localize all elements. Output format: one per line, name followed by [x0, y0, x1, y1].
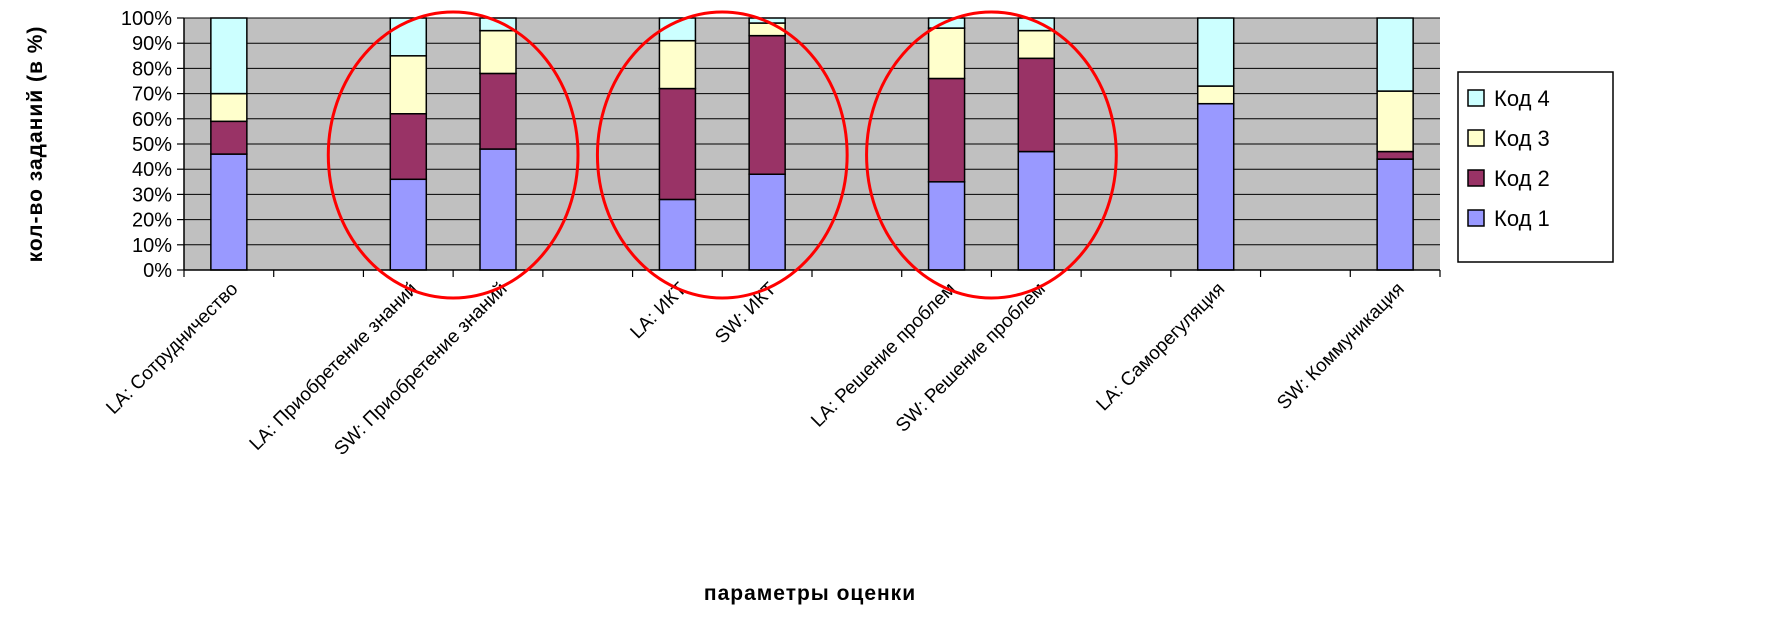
bar-segment	[748, 34, 786, 175]
bar-segment	[1196, 85, 1235, 105]
axes	[183, 18, 1441, 277]
x-tick-label: SW: Приобретение знаний	[330, 279, 511, 460]
y-tick-label: 90%	[132, 33, 172, 55]
x-tick-label: LA: Приобретение знаний	[246, 279, 422, 455]
y-tick-label: 100%	[121, 8, 172, 30]
x-tick-label: LA: ИКТ	[627, 278, 692, 343]
y-tick-label: 40%	[132, 159, 172, 181]
y-tick-label: 50%	[132, 134, 172, 156]
y-tick-labels: 0% 10% 20% 30% 40% 50% 60% 70% 80% 90% 100%	[121, 8, 172, 282]
x-tick-label: LA: Решение проблем	[807, 279, 960, 432]
x-tick-label: SW: ИКТ	[711, 278, 781, 348]
x-tick-label: LA: Саморегуляция	[1093, 279, 1230, 416]
bar-segment	[389, 178, 428, 271]
x-tick-label: SW: Коммуникация	[1273, 279, 1408, 414]
legend-label: Код 2	[1494, 166, 1550, 191]
x-tick-label: SW: Решение проблем	[892, 279, 1050, 437]
bar-segment	[210, 153, 248, 271]
bar-segment	[927, 181, 966, 271]
bar-segment	[1196, 17, 1235, 87]
highlight-ellipse	[865, 10, 1118, 300]
y-tick-label: 20%	[132, 210, 172, 232]
highlight-ellipse	[595, 10, 849, 300]
highlight-ellipses	[326, 10, 1118, 300]
legend-label: Код 1	[1494, 206, 1550, 231]
y-tick-label: 30%	[132, 184, 172, 206]
legend-swatch	[1467, 209, 1485, 227]
legend-swatch	[1467, 129, 1485, 147]
bar-segment	[658, 17, 697, 42]
bar-segment	[1017, 150, 1056, 271]
y-tick-label: 60%	[132, 109, 172, 131]
x-axis-title: параметры оценки	[704, 582, 916, 605]
bar-segment	[748, 173, 786, 271]
bar-segment	[658, 87, 697, 201]
legend-label: Код 3	[1494, 126, 1550, 151]
bar-segment	[658, 198, 697, 271]
y-tick-label: 80%	[132, 58, 172, 80]
x-tick-labels: LA: Сотрудничество LA: Приобретение знани…	[102, 278, 1408, 459]
y-axis-title: кол-во заданий (в %)	[24, 26, 47, 263]
bar-segment	[210, 17, 248, 95]
bar-segment	[1017, 57, 1056, 153]
y-tick-label: 10%	[132, 235, 172, 257]
bar-segment	[1376, 150, 1414, 160]
bar-segment	[210, 92, 248, 123]
bar-segment	[389, 113, 428, 181]
bar-segment	[1376, 158, 1414, 271]
bar-segment	[479, 29, 517, 75]
legend-swatch	[1467, 169, 1485, 187]
bar-segment	[927, 27, 966, 80]
bar-segment	[927, 77, 966, 183]
legend-label: Код 4	[1494, 86, 1550, 111]
bar-segment	[1017, 29, 1056, 60]
x-tick-label: LA: Сотрудничество	[102, 279, 242, 419]
bar-segment	[1196, 102, 1235, 271]
y-tick-label: 0%	[143, 260, 172, 282]
bar-segment	[479, 72, 517, 150]
bar-segment	[1376, 90, 1414, 153]
bar-segment	[658, 39, 697, 90]
bar-segment	[210, 120, 248, 155]
highlight-ellipse	[326, 10, 580, 300]
bar-segment	[389, 55, 428, 115]
legend-swatch	[1467, 89, 1485, 107]
bar-segment	[479, 148, 517, 271]
legend: Код 4 Код 3 Код 2 Код 1	[1457, 71, 1614, 263]
bars	[210, 17, 1414, 271]
bar-segment	[1376, 17, 1414, 92]
bar-segment	[389, 17, 428, 57]
y-tick-label: 70%	[132, 84, 172, 106]
